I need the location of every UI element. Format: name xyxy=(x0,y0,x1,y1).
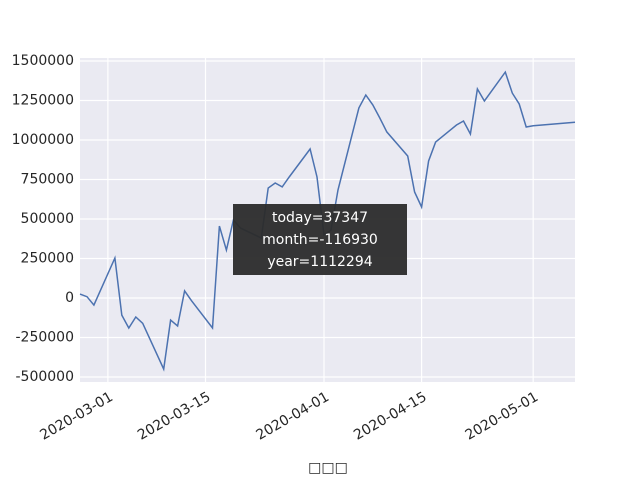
grid xyxy=(80,58,575,382)
y-tick-label: -250000 xyxy=(16,330,75,346)
y-tick-label: 750000 xyxy=(21,172,74,188)
y-tick-label: -500000 xyxy=(16,369,75,385)
annotation-text: year=1112294 xyxy=(267,254,372,270)
y-tick-label: 500000 xyxy=(21,211,74,227)
y-tick-label: 1250000 xyxy=(12,93,74,109)
x-tick-label: 2020-05-01 xyxy=(463,389,541,444)
x-tick-label: 2020-03-15 xyxy=(135,389,213,444)
x-tick-label: 2020-03-01 xyxy=(37,389,115,444)
x-tick-label: 2020-04-01 xyxy=(254,389,332,444)
annotation-box xyxy=(233,204,407,275)
line xyxy=(79,70,576,372)
x-axis-label: □□□ xyxy=(308,460,348,476)
y-tick-label: 250000 xyxy=(21,251,74,267)
annotation-text: today=37347 xyxy=(272,210,368,226)
marks xyxy=(79,70,576,372)
x-tick-label: 2020-04-15 xyxy=(351,389,429,444)
y-tick-label: 0 xyxy=(65,290,74,306)
annotation-text: month=-116930 xyxy=(262,232,378,248)
y-tick-label: 1000000 xyxy=(12,132,74,148)
y-tick-label: 1500000 xyxy=(12,53,74,69)
